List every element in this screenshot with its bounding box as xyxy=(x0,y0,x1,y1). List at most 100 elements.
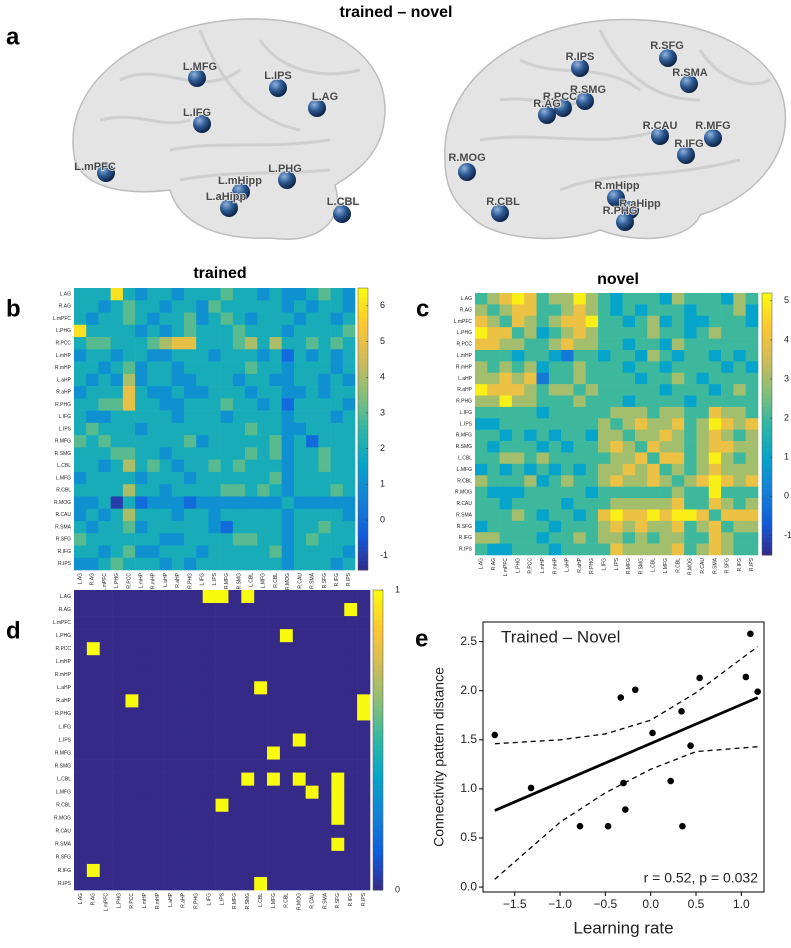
heat-cell xyxy=(536,520,550,533)
heat-cell xyxy=(475,349,488,362)
brain-node xyxy=(677,146,695,164)
heat-cell xyxy=(135,349,148,362)
heat-cell xyxy=(241,837,255,852)
heat-cell xyxy=(279,837,294,852)
y-tick-label: R.CBL xyxy=(56,803,71,809)
heat-cell xyxy=(536,395,550,408)
y-tick-label: L.AG xyxy=(461,296,473,302)
heat-cell xyxy=(135,422,148,436)
heat-cell xyxy=(176,655,191,669)
brain-node xyxy=(607,189,625,207)
colorbar-step xyxy=(373,725,383,731)
heat-cell xyxy=(344,629,358,643)
heat-cell xyxy=(610,486,623,499)
heat-cell xyxy=(511,349,525,362)
heat-cell xyxy=(292,642,306,656)
heat-cell xyxy=(487,327,500,339)
heat-cell xyxy=(171,324,185,338)
colorbar-step xyxy=(373,845,383,851)
heat-cell xyxy=(330,471,344,485)
heat-cell xyxy=(74,655,88,669)
heat-cell xyxy=(344,759,358,773)
heat-cell xyxy=(696,372,710,385)
y-tick-label: R.CBL xyxy=(56,488,71,494)
heat-cell xyxy=(634,532,648,544)
heat-cell xyxy=(708,349,722,362)
heat-cell xyxy=(110,422,124,436)
heat-cell xyxy=(138,590,152,604)
colorbar-step xyxy=(373,600,383,606)
heat-cell xyxy=(208,520,221,534)
y-tick-label: 1.5 xyxy=(460,732,477,746)
heat-cell xyxy=(342,300,356,313)
heat-cell xyxy=(573,532,587,544)
heat-cell xyxy=(279,785,294,799)
heat-cell xyxy=(245,410,258,424)
heat-cell xyxy=(487,463,500,476)
heat-cell xyxy=(585,429,599,442)
y-tick-label: L.PHG xyxy=(56,633,71,639)
heat-cell xyxy=(684,475,697,487)
colorbar-step xyxy=(358,339,368,345)
colorbar-step xyxy=(762,506,772,512)
colorbar-step xyxy=(373,840,383,846)
heat-cell xyxy=(122,459,136,473)
heat-cell xyxy=(745,361,759,374)
colorbar-step xyxy=(373,660,383,666)
heat-cell xyxy=(147,410,160,424)
colorbar-step xyxy=(762,441,772,447)
heat-cell xyxy=(634,327,648,339)
heat-cell xyxy=(306,435,319,448)
y-tick-label: R.SMA xyxy=(456,512,473,518)
heat-cell xyxy=(112,746,126,760)
heat-cell xyxy=(647,338,660,351)
heat-cell xyxy=(721,361,734,374)
heat-cell xyxy=(306,361,319,375)
heat-cell xyxy=(721,349,734,362)
heat-cell xyxy=(330,288,344,301)
x-tick-label: L.mHP xyxy=(540,557,546,573)
heat-cell xyxy=(634,520,648,533)
colorbar-step xyxy=(358,325,368,331)
heat-cell xyxy=(475,486,488,499)
heat-cell xyxy=(330,533,344,546)
heat-cell xyxy=(499,315,513,328)
colorbar-step xyxy=(358,410,368,416)
heat-cell xyxy=(561,520,574,533)
heat-cell xyxy=(138,798,152,813)
heat-cell xyxy=(499,361,513,374)
heat-cell xyxy=(721,429,734,442)
heat-cell xyxy=(511,384,525,396)
heat-cell xyxy=(745,498,759,510)
heat-cell xyxy=(74,471,87,485)
heat-cell xyxy=(245,471,258,485)
heat-cell xyxy=(598,452,611,465)
heat-cell xyxy=(524,372,537,385)
heat-cell xyxy=(306,324,319,338)
heat-cell xyxy=(215,798,229,813)
heat-cell xyxy=(245,533,258,546)
heat-cell xyxy=(110,361,124,375)
heat-cell xyxy=(74,707,88,721)
x-axis-label: Learning rate xyxy=(573,918,673,937)
heat-cell xyxy=(561,315,574,328)
heat-cell xyxy=(267,603,281,617)
heat-cell xyxy=(357,616,371,630)
heat-cell xyxy=(220,471,234,485)
node-label: R.CBL xyxy=(486,196,520,208)
colorbar-step xyxy=(358,386,368,392)
heat-cell xyxy=(671,338,685,351)
heat-cell xyxy=(647,543,660,556)
heat-cell xyxy=(112,668,126,682)
heat-cell xyxy=(487,395,500,408)
y-tick-label: R.PHG xyxy=(55,402,71,408)
heat-cell xyxy=(196,300,209,313)
colorbar-step xyxy=(358,480,368,486)
heat-cell xyxy=(499,463,513,476)
heat-cell xyxy=(176,876,191,891)
heat-cell xyxy=(331,863,345,878)
heat-cell xyxy=(208,386,221,399)
heat-cell xyxy=(585,304,599,317)
heat-cell xyxy=(733,372,746,385)
heat-cell xyxy=(318,557,331,571)
